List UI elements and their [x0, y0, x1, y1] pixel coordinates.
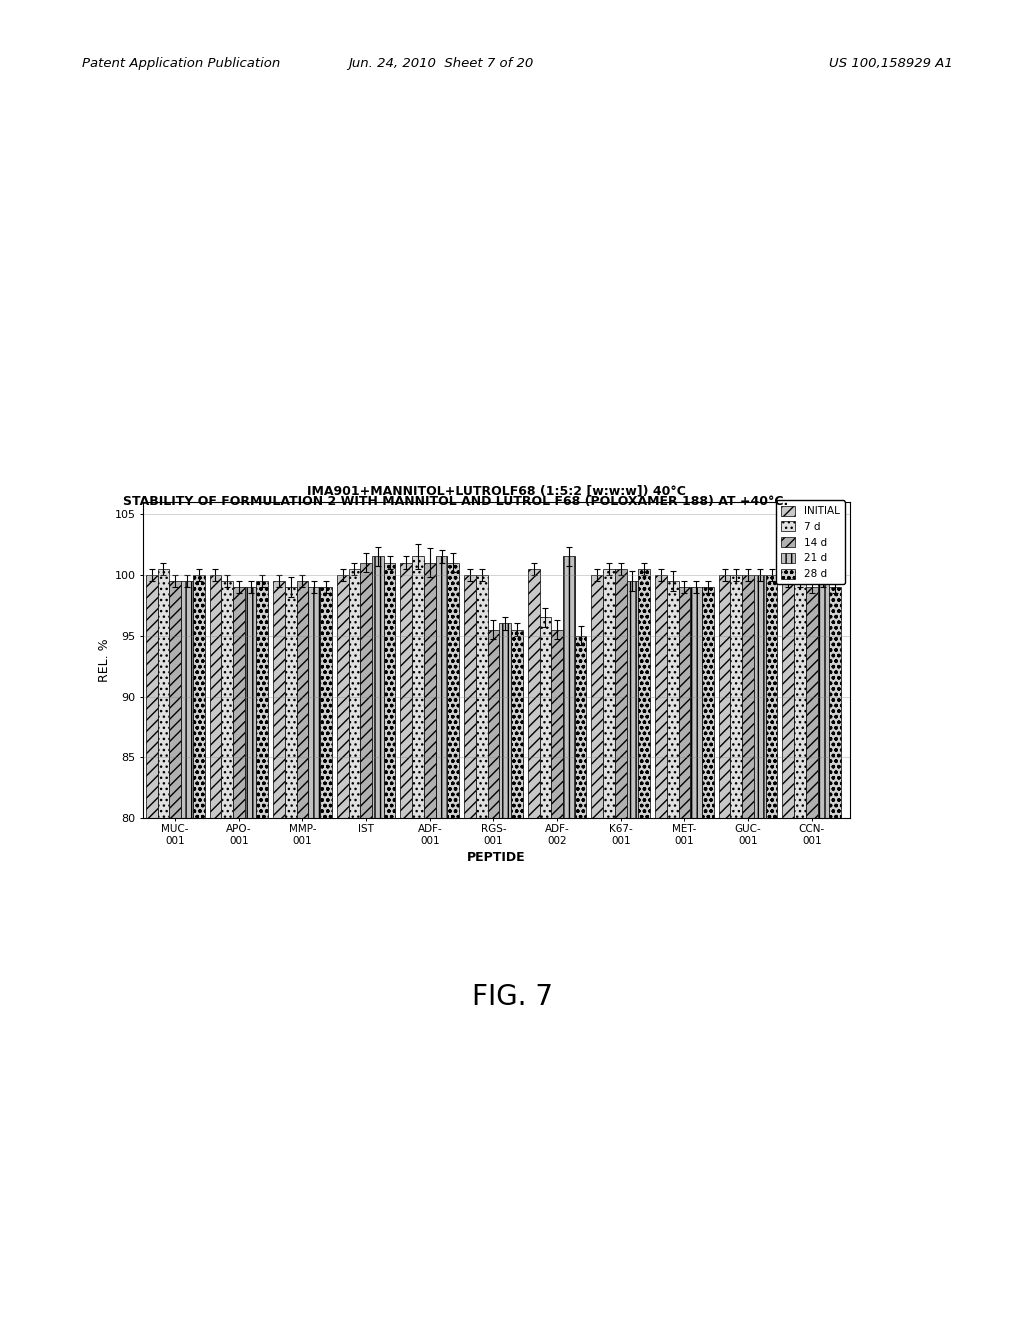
Text: STABILITY OF FORMULATION 2 WITH MANNITOL AND LUTROL F68 (POLOXAMER 188) AT +40°C: STABILITY OF FORMULATION 2 WITH MANNITOL…: [123, 495, 788, 508]
Bar: [210, 574, 221, 1320]
Bar: [690, 587, 702, 1320]
Bar: [413, 557, 424, 1320]
Bar: [169, 581, 181, 1320]
Bar: [730, 574, 742, 1320]
Bar: [754, 574, 766, 1320]
Bar: [540, 618, 551, 1320]
Bar: [679, 587, 690, 1320]
X-axis label: PEPTIDE: PEPTIDE: [467, 851, 526, 865]
Bar: [655, 574, 667, 1320]
Bar: [337, 574, 348, 1320]
Text: Patent Application Publication: Patent Application Publication: [82, 57, 281, 70]
Bar: [638, 569, 650, 1320]
Bar: [233, 587, 245, 1320]
Bar: [372, 557, 384, 1320]
Bar: [806, 587, 817, 1320]
Bar: [702, 587, 714, 1320]
Bar: [500, 623, 511, 1320]
Y-axis label: REL. %: REL. %: [97, 638, 111, 682]
Bar: [527, 569, 540, 1320]
Bar: [158, 569, 169, 1320]
Bar: [447, 562, 459, 1320]
Bar: [817, 581, 829, 1320]
Bar: [435, 557, 447, 1320]
Bar: [424, 562, 435, 1320]
Bar: [181, 581, 193, 1320]
Legend: INITIAL, 7 d, 14 d, 21 d, 28 d: INITIAL, 7 d, 14 d, 21 d, 28 d: [775, 500, 845, 585]
Bar: [321, 587, 332, 1320]
Bar: [308, 587, 321, 1320]
Bar: [256, 581, 268, 1320]
Bar: [348, 569, 360, 1320]
Bar: [487, 630, 500, 1320]
Bar: [245, 587, 256, 1320]
Bar: [592, 574, 603, 1320]
Bar: [563, 557, 574, 1320]
Bar: [667, 581, 679, 1320]
Bar: [742, 574, 754, 1320]
Title: IMA901+MANNITOL+LUTROLF68 (1:5:2 [w:w:w]) 40°C: IMA901+MANNITOL+LUTROLF68 (1:5:2 [w:w:w]…: [307, 484, 686, 498]
Bar: [384, 562, 395, 1320]
Bar: [614, 569, 627, 1320]
Bar: [795, 581, 806, 1320]
Bar: [145, 574, 158, 1320]
Bar: [360, 562, 372, 1320]
Bar: [627, 581, 638, 1320]
Bar: [400, 562, 413, 1320]
Bar: [719, 574, 730, 1320]
Bar: [297, 581, 308, 1320]
Bar: [766, 574, 777, 1320]
Bar: [603, 569, 614, 1320]
Text: FIG. 7: FIG. 7: [471, 982, 553, 1011]
Bar: [285, 587, 297, 1320]
Bar: [551, 630, 563, 1320]
Bar: [511, 630, 523, 1320]
Bar: [221, 581, 233, 1320]
Bar: [782, 581, 795, 1320]
Bar: [574, 636, 587, 1320]
Bar: [829, 587, 841, 1320]
Bar: [193, 574, 205, 1320]
Text: US 100,158929 A1: US 100,158929 A1: [828, 57, 952, 70]
Bar: [464, 574, 476, 1320]
Text: Jun. 24, 2010  Sheet 7 of 20: Jun. 24, 2010 Sheet 7 of 20: [348, 57, 532, 70]
Bar: [273, 581, 285, 1320]
Bar: [476, 574, 487, 1320]
